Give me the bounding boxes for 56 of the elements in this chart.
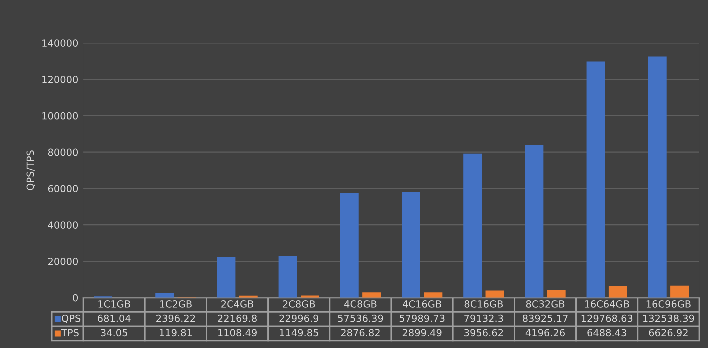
data-label: 6488.43 — [588, 329, 626, 337]
x-tick-label: 1C2GB — [160, 300, 192, 308]
x-tick-label: 2C4GB — [222, 300, 254, 308]
y-tick-label: 140000 — [42, 40, 78, 47]
x-tick-label: 4C8GB — [344, 300, 377, 308]
bar — [362, 292, 382, 298]
data-label: 129768.63 — [582, 314, 633, 322]
data-label: 57536.39 — [338, 314, 384, 322]
data-label: 1108.49 — [218, 329, 257, 337]
bar — [340, 193, 359, 298]
data-label: 6626.92 — [649, 329, 688, 337]
data-label: 57989.73 — [400, 314, 445, 322]
data-label: 22169.8 — [218, 314, 257, 322]
y-tick-label: 100000 — [42, 112, 78, 120]
bar — [525, 145, 544, 298]
y-tick-label: 20000 — [48, 258, 78, 266]
data-label: 132538.39 — [643, 314, 694, 322]
bar — [670, 286, 690, 298]
bar — [424, 292, 443, 298]
y-tick-label: 120000 — [42, 76, 78, 84]
x-tick-label: 2C8GB — [283, 300, 316, 308]
x-tick-label: 8C32GB — [526, 300, 565, 308]
data-label: 2396.22 — [156, 314, 196, 322]
bar — [156, 294, 174, 298]
bar — [278, 256, 298, 298]
data-label: 22996.9 — [280, 314, 319, 322]
data-label: 1149.85 — [280, 329, 318, 337]
bar — [217, 258, 236, 298]
bar — [547, 290, 566, 298]
data-label: 2876.82 — [341, 329, 380, 337]
legend-label: TPS — [61, 329, 79, 337]
y-tick-label: 80000 — [48, 148, 78, 156]
y-axis-title: QPS/TPS — [26, 150, 36, 190]
data-label: 119.81 — [160, 329, 192, 337]
data-label: 2899.49 — [402, 329, 442, 337]
legend-label: QPS — [62, 314, 81, 324]
data-label: 681.04 — [98, 314, 131, 322]
data-label: 4196.26 — [526, 329, 566, 337]
bar — [486, 290, 504, 298]
data-label: 79132.3 — [464, 314, 504, 322]
x-tick-label: 4C16GB — [403, 300, 442, 308]
x-tick-label: 16C96GB — [646, 300, 691, 308]
data-label: 34.05 — [101, 329, 128, 337]
y-tick-label: 40000 — [48, 222, 78, 229]
bar — [464, 154, 482, 298]
bar — [608, 286, 628, 298]
x-tick-label: 16C64GB — [585, 300, 630, 308]
y-tick-label: 0 — [73, 294, 78, 302]
data-label: 83925.17 — [522, 314, 568, 322]
y-tick-label: 60000 — [48, 185, 78, 193]
bar — [402, 192, 420, 298]
bar — [586, 62, 606, 298]
x-tick-label: 1C1GB — [98, 300, 130, 308]
data-label: 3956.62 — [464, 329, 504, 337]
bar — [648, 56, 667, 298]
x-tick-label: 8C16GB — [464, 300, 504, 308]
